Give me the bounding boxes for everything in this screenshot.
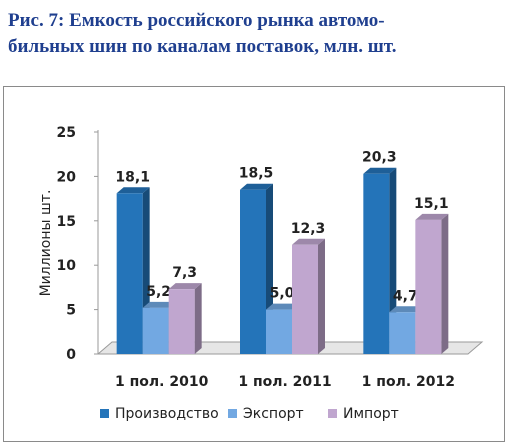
chart-title: Рис. 7: Емкость российского рынка автомо… <box>8 8 502 60</box>
legend-swatch <box>228 409 237 418</box>
legend-swatch <box>100 409 109 418</box>
data-label: 18,1 <box>115 169 150 185</box>
y-tick-label: 5 <box>66 303 76 319</box>
data-label: 15,1 <box>414 196 449 212</box>
bar <box>292 244 318 354</box>
bar-top <box>266 303 299 310</box>
data-label: 4,7 <box>393 288 418 304</box>
bar-top <box>363 167 397 174</box>
chart-title-line-2: бильных шин по каналам поставок, млн. шт… <box>8 36 397 57</box>
bar <box>240 189 266 354</box>
y-tick-label: 10 <box>57 258 77 274</box>
y-tick-label: 20 <box>57 169 77 185</box>
data-label: 5,0 <box>270 286 295 302</box>
bar-side <box>194 283 202 354</box>
bar-top <box>292 238 325 245</box>
legend-swatch <box>328 409 337 418</box>
bar-side <box>441 213 449 354</box>
bar <box>266 309 292 354</box>
chart-title-line-1: Рис. 7: Емкость российского рынка автомо… <box>8 10 385 31</box>
bar-side <box>389 167 397 354</box>
y-axis-title: Миллионы шт. <box>38 190 54 297</box>
bar-top <box>415 213 449 220</box>
y-tick-label: 0 <box>66 347 76 363</box>
bar-top <box>389 306 423 313</box>
bar <box>168 289 195 354</box>
bar <box>142 307 169 354</box>
legend-label: Экспорт <box>243 406 304 422</box>
bar-top <box>142 301 176 308</box>
data-label: 7,3 <box>172 265 197 281</box>
bar-side <box>318 238 325 354</box>
x-tick-label: 1 пол. 2011 <box>238 374 331 390</box>
bar-top <box>116 187 150 194</box>
data-label: 5,2 <box>146 284 171 300</box>
bar <box>389 312 416 354</box>
bar-top <box>168 283 202 290</box>
x-tick-label: 1 пол. 2012 <box>362 374 455 390</box>
bar <box>363 173 390 354</box>
legend-label: Импорт <box>343 406 399 422</box>
bar-top <box>240 183 273 190</box>
x-tick-label: 1 пол. 2010 <box>115 374 209 390</box>
data-label: 12,3 <box>291 221 326 237</box>
legend-label: Производство <box>115 406 219 422</box>
y-tick-label: 25 <box>57 125 76 141</box>
data-label: 20,3 <box>362 150 397 166</box>
y-tick-label: 15 <box>57 214 76 230</box>
bar <box>116 193 143 354</box>
data-label: 18,5 <box>239 166 274 182</box>
bar <box>415 219 442 354</box>
